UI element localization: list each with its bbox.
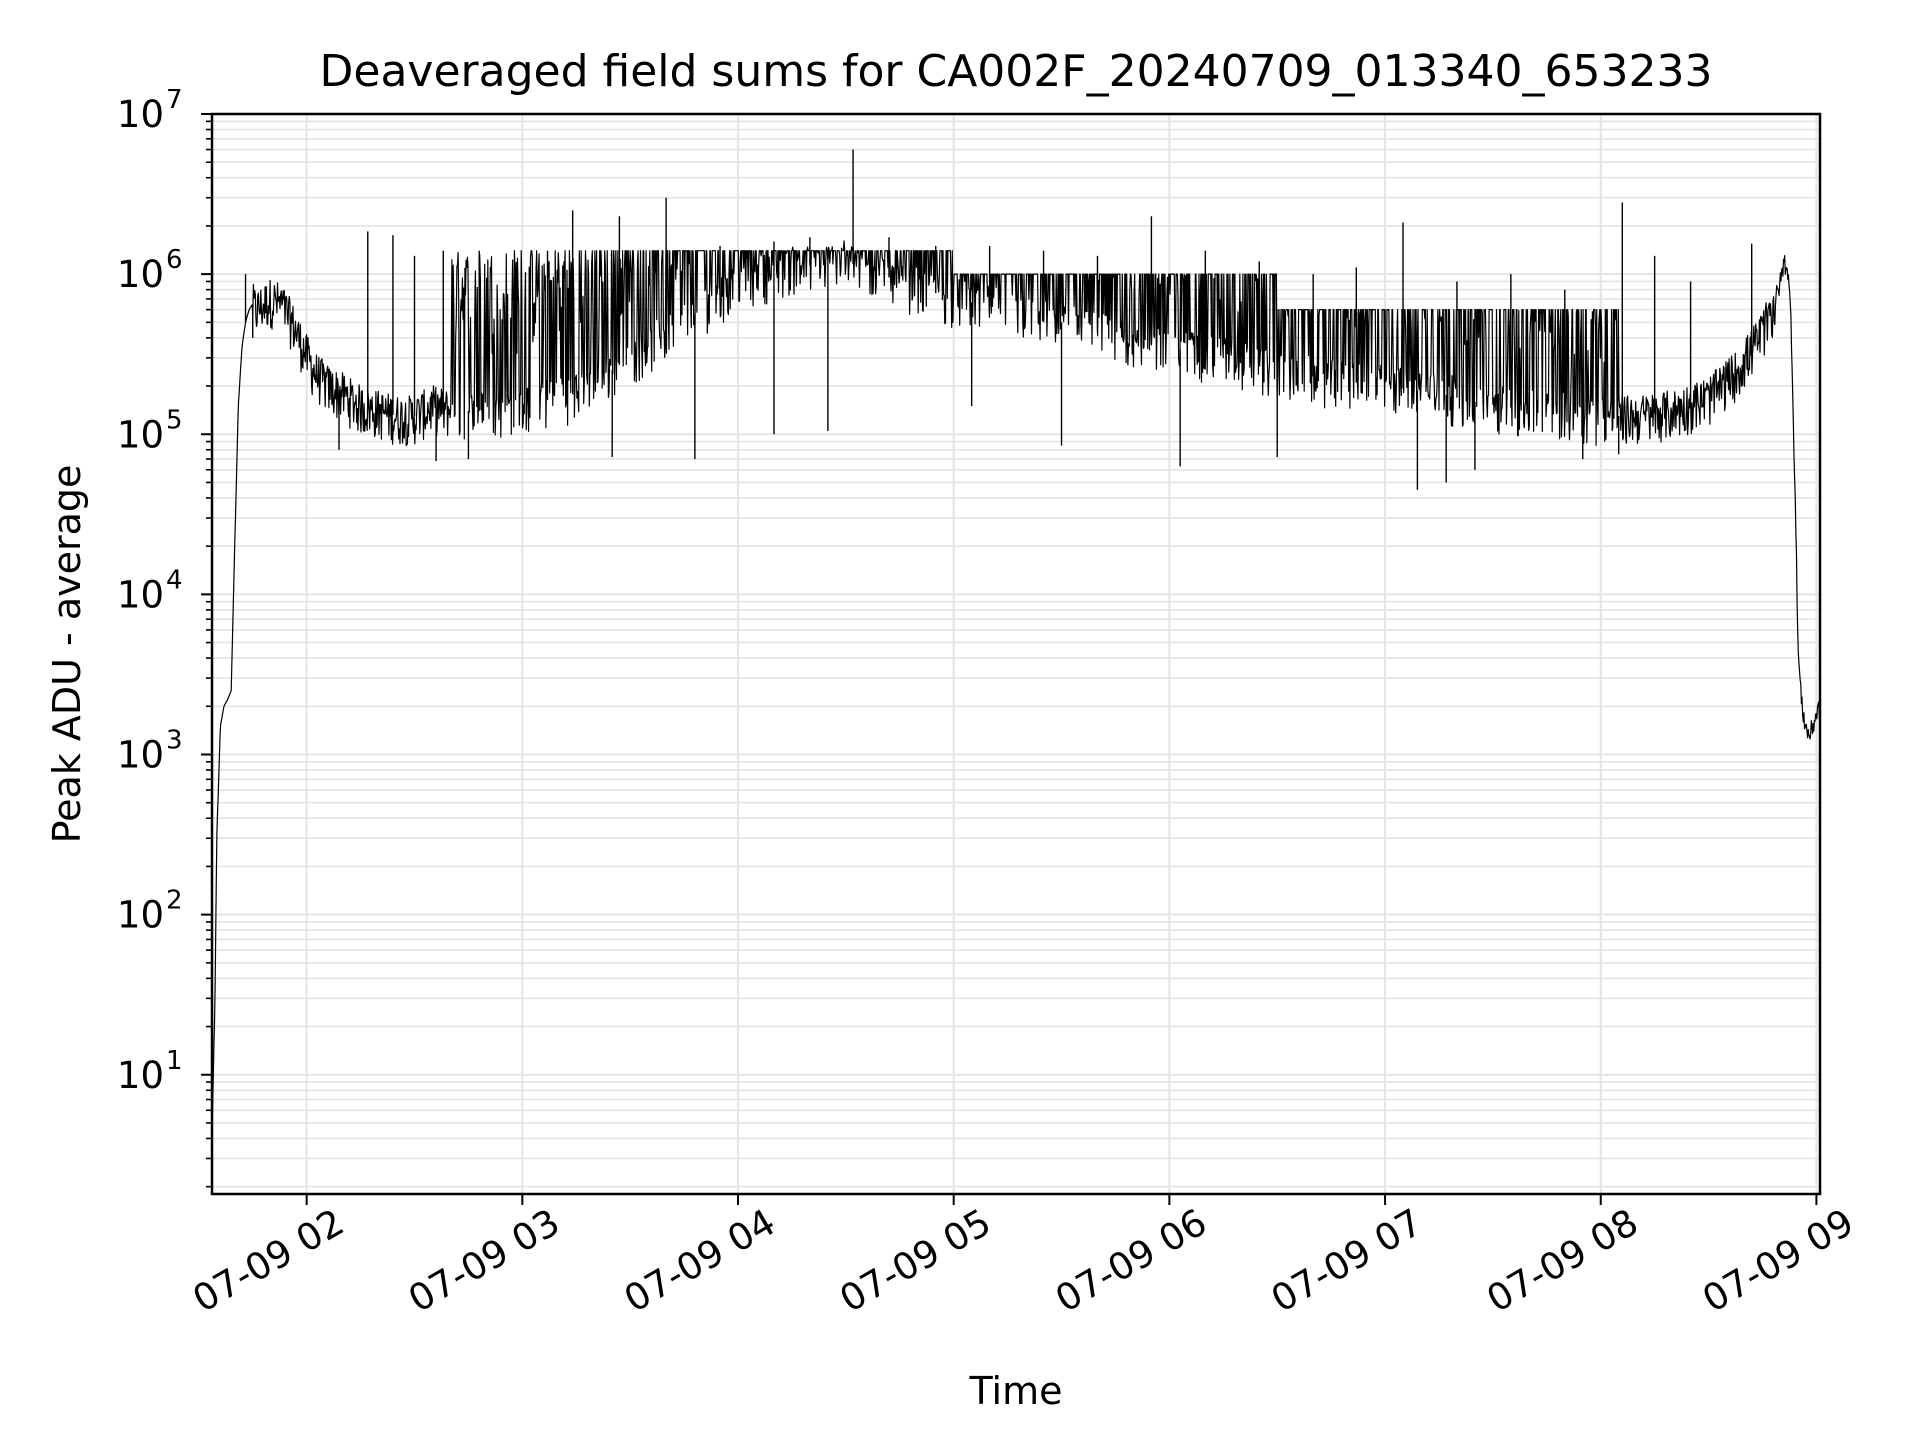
x-axis-label: Time xyxy=(969,1369,1063,1413)
y-tick-exponent: 1 xyxy=(166,1046,183,1076)
y-tick-base: 10 xyxy=(117,734,164,777)
plot-frame xyxy=(210,112,1822,1196)
chart-title: Deaveraged field sums for CA002F_2024070… xyxy=(320,46,1713,97)
y-tick-base: 10 xyxy=(117,253,164,296)
y-tick-exponent: 5 xyxy=(166,405,183,435)
y-tick-exponent: 7 xyxy=(166,85,183,115)
y-tick-label: 10 xyxy=(117,894,164,937)
y-tick-base: 10 xyxy=(117,573,164,616)
y-tick-base: 10 xyxy=(117,1054,164,1097)
y-tick-exponent: 2 xyxy=(166,886,183,916)
y-tick-exponent: 3 xyxy=(166,726,183,756)
series-line xyxy=(211,240,1821,1139)
y-tick-label: 10 xyxy=(117,413,164,456)
y-tick-label: 10 xyxy=(117,734,164,777)
y-tick-label: 10 xyxy=(117,93,164,136)
y-tick-base: 10 xyxy=(117,413,164,456)
y-tick-exponent: 6 xyxy=(166,245,183,275)
y-tick-exponent: 4 xyxy=(166,565,183,595)
y-tick-base: 10 xyxy=(117,894,164,937)
y-tick-label: 10 xyxy=(117,573,164,616)
y-tick-label: 10 xyxy=(117,1054,164,1097)
y-axis-label: Peak ADU - average xyxy=(45,465,89,844)
y-tick-label: 10 xyxy=(117,253,164,296)
plot-line-group xyxy=(211,149,1821,1139)
y-tick-base: 10 xyxy=(117,93,164,136)
